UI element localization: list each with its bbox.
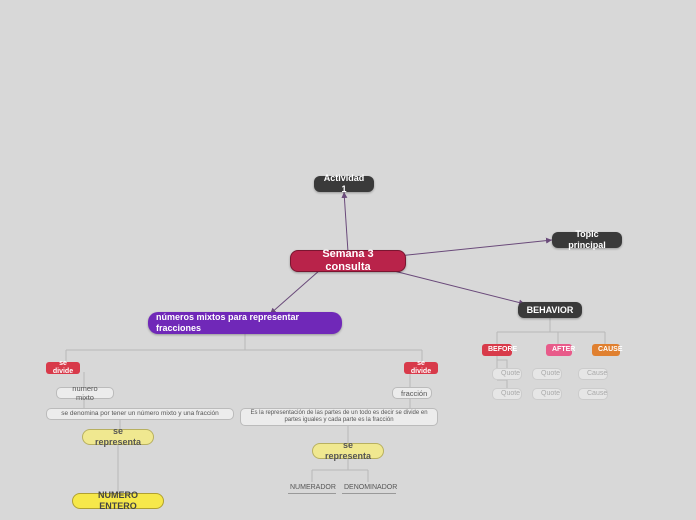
node-sedivide-2-label: se divide [410,360,432,377]
node-nummixto[interactable]: numero mixto [56,387,114,399]
node-sedivide-1[interactable]: se divide [46,362,80,374]
node-denominador-label: DENOMINADOR [344,484,394,492]
node-quote-2[interactable]: Quote [492,388,522,400]
node-sedivide-2[interactable]: se divide [404,362,438,374]
node-cause-2[interactable]: Cause [578,388,608,400]
node-behavior-label: BEHAVIOR [526,305,574,316]
node-quote-3-label: Quote [541,370,553,378]
node-numeros[interactable]: números mixtos para representar fraccion… [148,312,342,334]
node-entero[interactable]: NUMERO ENTERO [72,493,164,509]
node-repr2-label: se representa [321,440,375,462]
node-cause-1-label: Cause [587,370,599,378]
node-nummixto-label: numero mixto [65,384,105,402]
node-root[interactable]: Semana 3 consulta [290,250,406,272]
node-repr1[interactable]: se representa [82,429,154,445]
node-denominador[interactable]: DENOMINADOR [342,483,396,494]
node-desc2[interactable]: Es la representación de las partes de un… [240,408,438,426]
node-after-label: AFTER [552,346,566,354]
node-fraccion-label: fracción [401,389,423,398]
node-quote-1[interactable]: Quote [492,368,522,380]
node-numerador-label: NUMERADOR [290,484,334,492]
node-quote-3[interactable]: Quote [532,368,562,380]
node-topic[interactable]: Topic principal [552,232,622,248]
node-actividad-label: Actividad 1 [322,173,366,195]
node-quote-4[interactable]: Quote [532,388,562,400]
node-quote-2-label: Quote [501,390,513,398]
node-numeros-label: números mixtos para representar fraccion… [156,312,334,334]
node-quote-1-label: Quote [501,370,513,378]
node-desc1-label: se denomina por tener un número mixto y … [55,410,225,418]
node-cause-2-label: Cause [587,390,599,398]
node-desc2-label: Es la representación de las partes de un… [249,410,429,424]
node-topic-label: Topic principal [560,229,614,251]
node-root-label: Semana 3 consulta [299,248,397,274]
node-cause-label: CAUSE [598,346,614,354]
node-numerador[interactable]: NUMERADOR [288,483,336,494]
node-actividad[interactable]: Actividad 1 [314,176,374,192]
node-cause-1[interactable]: Cause [578,368,608,380]
node-after[interactable]: AFTER [546,344,572,356]
node-cause[interactable]: CAUSE [592,344,620,356]
node-desc1[interactable]: se denomina por tener un número mixto y … [46,408,234,420]
node-entero-label: NUMERO ENTERO [81,490,155,512]
node-repr1-label: se representa [91,426,145,448]
node-before-label: BEFORE [488,346,506,354]
node-repr2[interactable]: se representa [312,443,384,459]
node-behavior[interactable]: BEHAVIOR [518,302,582,318]
node-fraccion[interactable]: fracción [392,387,432,399]
node-quote-4-label: Quote [541,390,553,398]
node-sedivide-1-label: se divide [52,360,74,377]
node-before[interactable]: BEFORE [482,344,512,356]
